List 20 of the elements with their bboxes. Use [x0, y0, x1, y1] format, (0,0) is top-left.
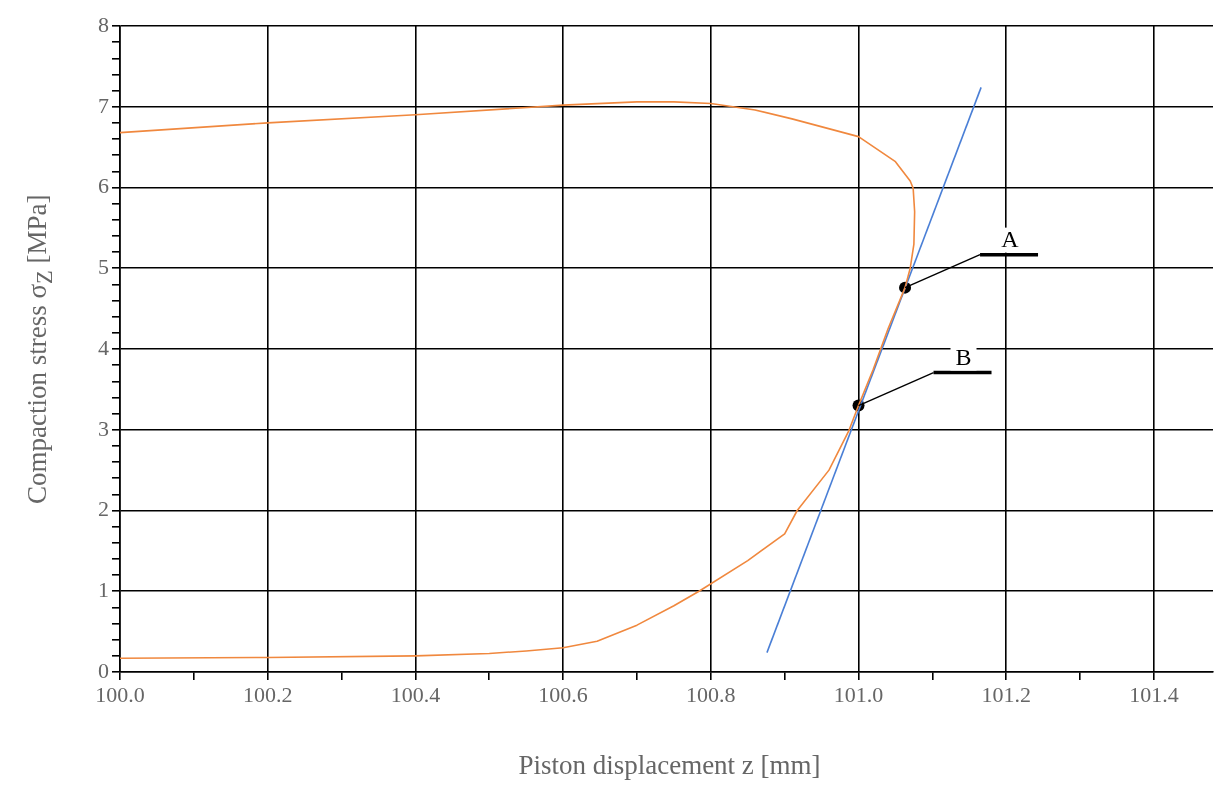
y-tick-label: 8 [98, 11, 109, 37]
y-tick-label: 4 [98, 334, 109, 360]
x-axis-title: Piston displacement z [mm] [517, 750, 822, 781]
y-tick-label: 5 [98, 254, 109, 280]
y-tick-label: 3 [98, 415, 109, 441]
x-tick-label: 101.4 [1129, 681, 1179, 707]
x-tick-label: 100.0 [95, 681, 145, 707]
annotation: A [1001, 225, 1020, 252]
x-tick-label: 100.2 [242, 681, 293, 707]
y-tick-label: 1 [98, 577, 109, 603]
x-tick-label: 101.2 [981, 681, 1031, 707]
x-tick-label: 100.4 [390, 681, 441, 707]
y-tick-label: 7 [98, 92, 109, 118]
y-tick-label: 0 [98, 657, 109, 683]
y-tick-label: 6 [98, 173, 109, 199]
x-tick-label: 101.0 [833, 681, 884, 707]
annotation: B [955, 343, 972, 370]
x-tick-label: 100.8 [686, 681, 736, 707]
x-tick-label: 100.6 [538, 681, 588, 707]
y-tick-label: 2 [98, 496, 109, 522]
